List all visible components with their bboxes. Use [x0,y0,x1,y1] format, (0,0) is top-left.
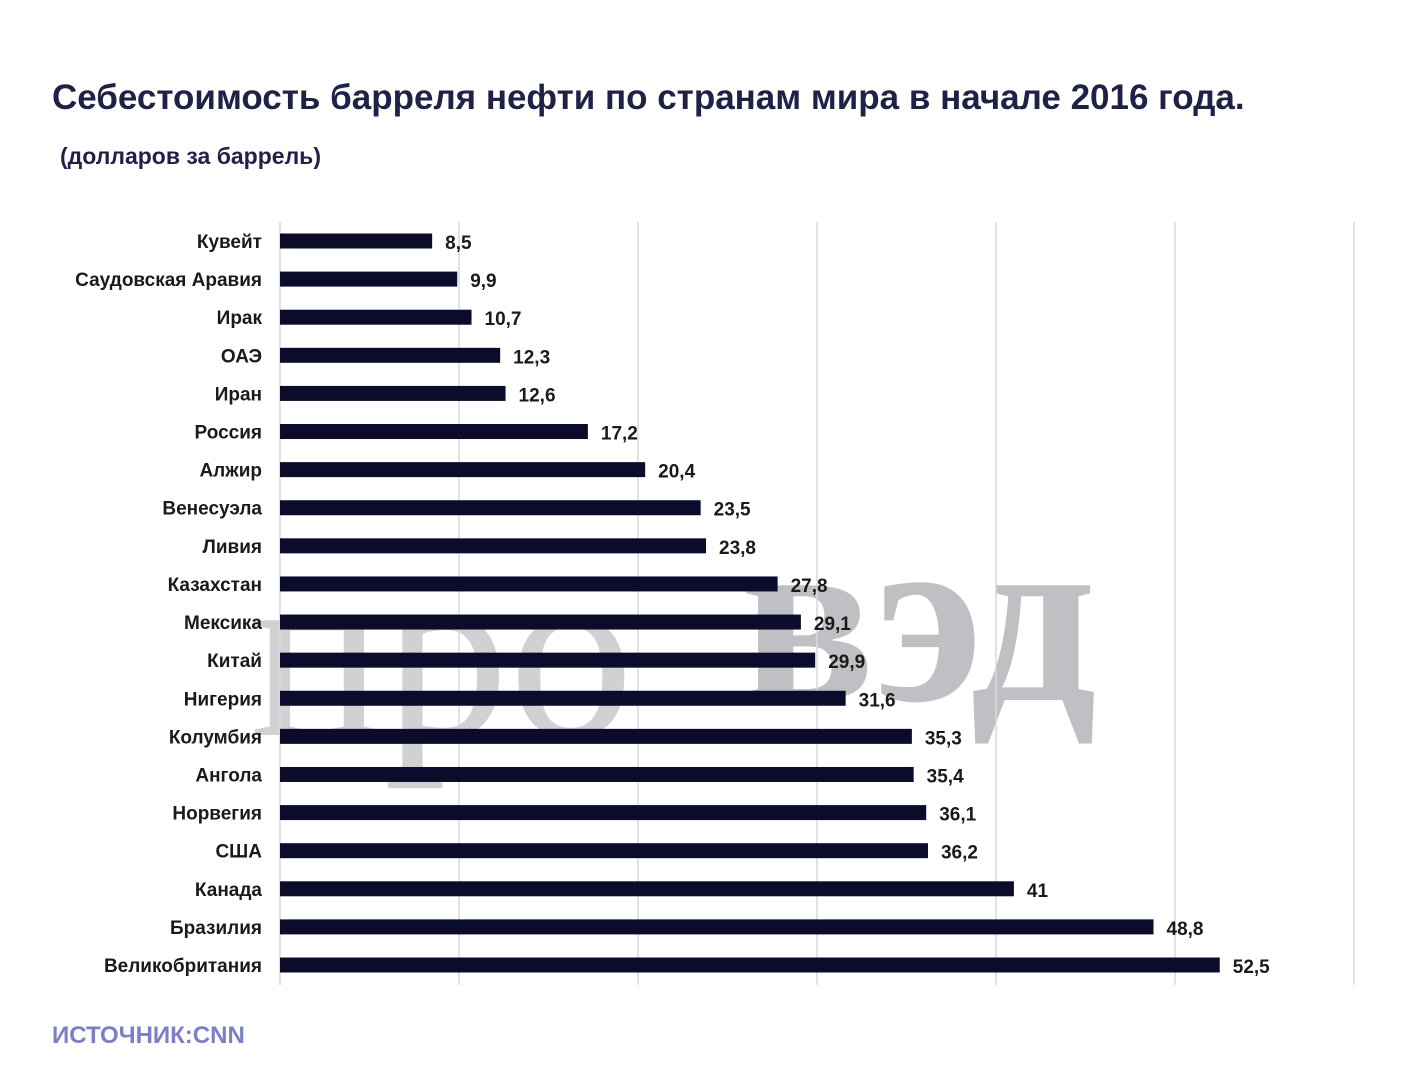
value-label: 52,5 [1233,957,1270,978]
chart-title: Себестоимость барреля нефти по странам м… [52,78,1245,117]
category-label: Иран [215,384,262,405]
bar [280,766,914,782]
value-labels: 8,5 9,9 10,7 12,3 12,6 17,2 20,4 23,5 23,8 27,8 29… [445,233,1270,978]
category-label: Колумбия [169,727,262,748]
category-labels: Кувейт Саудовская Аравия Ирак ОАЭ Иран Россия… [75,232,262,977]
value-label: 35,4 [927,766,964,787]
category-label: США [215,842,262,863]
value-label: 9,9 [470,271,496,292]
value-label: 29,9 [828,652,865,673]
category-label: ОАЭ [221,346,262,367]
bar [280,614,801,630]
source-note: ИСТОЧНИК:CNN [52,1022,245,1049]
value-label: 17,2 [601,424,638,445]
bar [280,424,588,440]
bar [280,271,458,287]
bar [280,728,912,744]
category-label: Венесуэла [162,499,262,520]
bar [280,843,928,859]
value-label: 35,3 [925,728,962,749]
chart-subtitle: (долларов за баррель) [60,143,321,169]
value-label: 12,3 [513,347,550,368]
value-label: 20,4 [658,462,695,483]
category-label: Кувейт [197,232,262,253]
bar [280,957,1220,973]
bar [280,538,707,554]
bars [280,233,1220,973]
value-label: 23,8 [719,538,756,559]
value-label: 48,8 [1167,919,1204,940]
category-label: Великобритания [104,956,262,977]
category-label: Саудовская Аравия [75,270,262,291]
category-label: Ливия [203,537,262,558]
value-label: 23,5 [714,500,751,521]
bar [280,690,846,706]
bar [280,576,778,592]
value-label: 12,6 [519,385,556,406]
bar [280,233,433,249]
category-label: Мексика [184,613,262,634]
bar [280,347,501,363]
value-label: 41 [1027,881,1049,902]
value-label: 36,1 [939,805,976,826]
category-label: Алжир [199,461,262,482]
category-label: Казахстан [168,575,262,596]
category-label: Норвегия [172,804,262,825]
value-label: 8,5 [445,233,472,254]
bar [280,881,1014,897]
bar [280,805,927,821]
category-label: Россия [195,423,262,444]
bar [280,309,472,325]
value-label: 27,8 [791,576,828,597]
value-label: 36,2 [941,843,978,864]
category-label: Китай [207,651,262,672]
category-label: Ангола [195,765,262,786]
bar [280,652,816,668]
category-label: Ирак [217,308,263,329]
bar [280,462,646,478]
category-label: Нигерия [184,689,262,710]
value-label: 31,6 [859,690,896,711]
bar [280,385,506,401]
category-label: Бразилия [170,918,262,939]
value-label: 10,7 [485,309,522,330]
value-label: 29,1 [814,614,851,635]
category-label: Канада [195,880,262,901]
bar [280,500,701,516]
bar [280,919,1154,935]
watermark-text-light: про [250,513,634,790]
